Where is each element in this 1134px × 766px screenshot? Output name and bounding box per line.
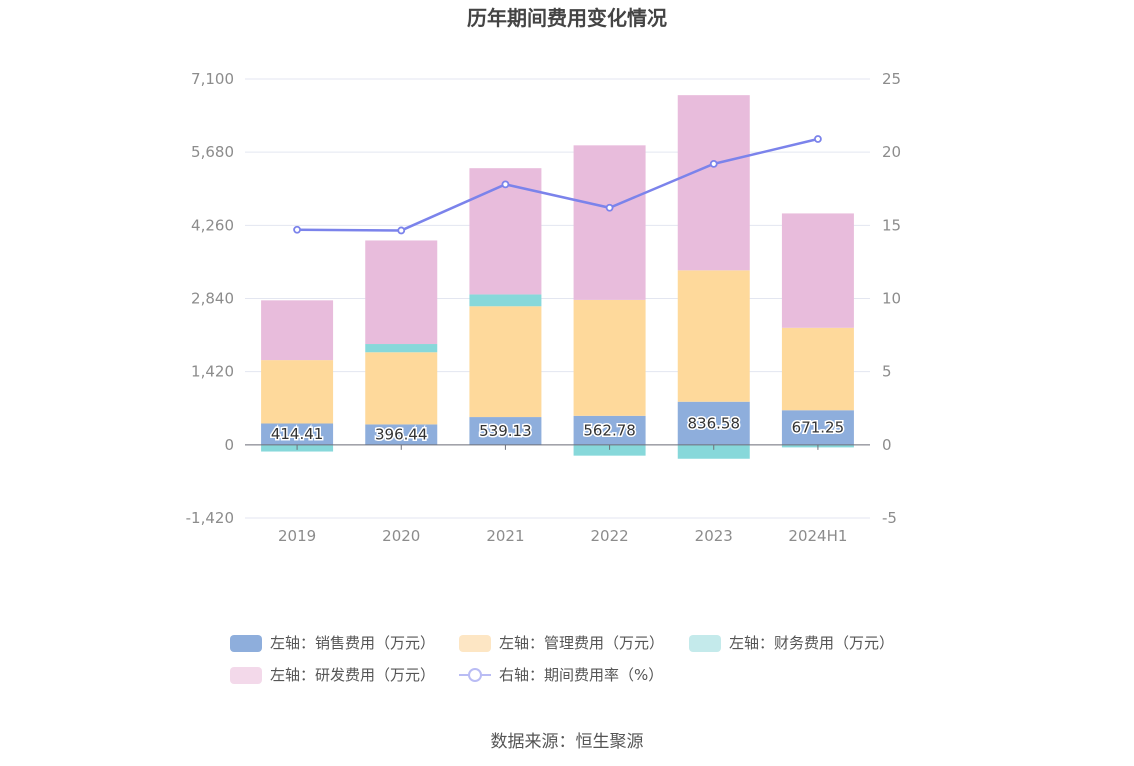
legend-label: 左轴：研发费用（万元）: [270, 666, 435, 684]
x-axis: [245, 444, 870, 450]
right-tick-label: -5: [882, 509, 897, 527]
left-tick-label: 1,420: [191, 363, 234, 381]
bar-segment: [365, 344, 438, 353]
legend-label: 左轴：销售费用（万元）: [270, 634, 435, 652]
x-tick-label: 2022: [590, 527, 628, 545]
x-tick-label: 2019: [278, 527, 316, 545]
source-text: 数据来源：恒生聚源: [491, 732, 644, 752]
bar-data-label: 671.25: [792, 419, 845, 437]
x-tick-label: 2020: [382, 527, 420, 545]
bar-segment: [677, 401, 750, 445]
legend-swatch: [459, 635, 491, 652]
left-tick-label: 5,680: [191, 143, 234, 161]
line-series: [293, 135, 822, 235]
left-tick-label: -1,420: [186, 509, 234, 527]
bar-series: [261, 95, 854, 459]
legend[interactable]: 左轴：销售费用（万元） 左轴：管理费用（万元） 左轴：财务费用（万元） 左轴：研发费用…: [230, 634, 894, 684]
bar-data-label: 836.58: [688, 414, 741, 432]
right-tick-label: 25: [882, 70, 901, 88]
bar-segment: [573, 145, 646, 300]
x-tick-label: 2023: [695, 527, 733, 545]
legend-swatch: [689, 635, 721, 652]
bar-segment: [261, 423, 334, 445]
x-axis-labels: 2019 2020 2021 2022 2023 2024H1: [278, 527, 847, 545]
legend-label: 左轴：管理费用（万元）: [499, 634, 664, 652]
bar-segment: [573, 444, 646, 456]
right-tick-label: 10: [882, 290, 901, 308]
rate-point: [709, 159, 718, 168]
rate-point: [501, 180, 510, 189]
legend-item[interactable]: 左轴：管理费用（万元）: [459, 634, 664, 652]
bar-segment: [365, 424, 438, 445]
right-tick-label: 5: [882, 363, 892, 381]
grid-lines: [245, 78, 870, 519]
bar-segment: [677, 95, 750, 271]
bar-segment: [573, 299, 646, 416]
rate-point: [814, 135, 822, 143]
bar-segment: [365, 352, 438, 425]
bar-segment: [261, 360, 334, 424]
bar-data-label: 396.44: [375, 426, 428, 444]
legend-label: 右轴：期间费用率（%）: [499, 666, 663, 684]
x-tick-label: 2024H1: [788, 527, 847, 545]
left-tick-label: 4,260: [191, 216, 234, 234]
legend-swatch: [230, 667, 262, 684]
legend-label: 左轴：财务费用（万元）: [729, 634, 894, 652]
bar-segment: [781, 410, 854, 445]
left-tick-label: 7,100: [191, 70, 234, 88]
bar-segment: [781, 327, 854, 411]
bar-segment: [469, 417, 542, 445]
legend-marker: [468, 668, 482, 682]
x-tick-label: 2021: [486, 527, 524, 545]
rate-line: [297, 137, 819, 232]
rate-point: [605, 203, 614, 212]
legend-item[interactable]: 左轴：研发费用（万元）: [230, 666, 435, 684]
legend-item[interactable]: 右轴：期间费用率（%）: [459, 666, 663, 684]
right-tick-label: 0: [882, 436, 892, 454]
bar-segment: [365, 240, 438, 345]
bar-data-label: 562.78: [583, 421, 636, 439]
left-axis-labels: -1,420 0 1,420 2,840 4,260 5,680 7,100: [186, 70, 234, 527]
rate-point: [397, 226, 406, 235]
bar-data-label: 539.13: [479, 422, 532, 440]
data-labels: 414.41 396.44 539.13 562.78 836.58 671.25: [269, 413, 845, 445]
left-tick-label: 0: [224, 436, 234, 454]
legend-item[interactable]: 左轴：销售费用（万元）: [230, 634, 435, 652]
bar-segment: [469, 294, 542, 307]
bar-segment: [261, 300, 334, 361]
right-tick-label: 20: [882, 143, 901, 161]
right-tick-label: 15: [882, 216, 901, 234]
left-tick-label: 2,840: [191, 290, 234, 308]
bar-segment: [677, 270, 750, 402]
chart-title: 历年期间费用变化情况: [467, 6, 667, 30]
rate-point: [293, 225, 301, 234]
bar-segment: [677, 444, 750, 459]
legend-item[interactable]: 左轴：财务费用（万元）: [689, 634, 894, 652]
bar-segment: [469, 306, 542, 418]
right-axis-labels: -5 0 5 10 15 20 25: [882, 70, 901, 527]
bar-data-label: 414.41: [271, 425, 324, 443]
bar-segment: [573, 415, 646, 445]
legend-swatch: [230, 635, 262, 652]
bar-segment: [781, 213, 854, 328]
